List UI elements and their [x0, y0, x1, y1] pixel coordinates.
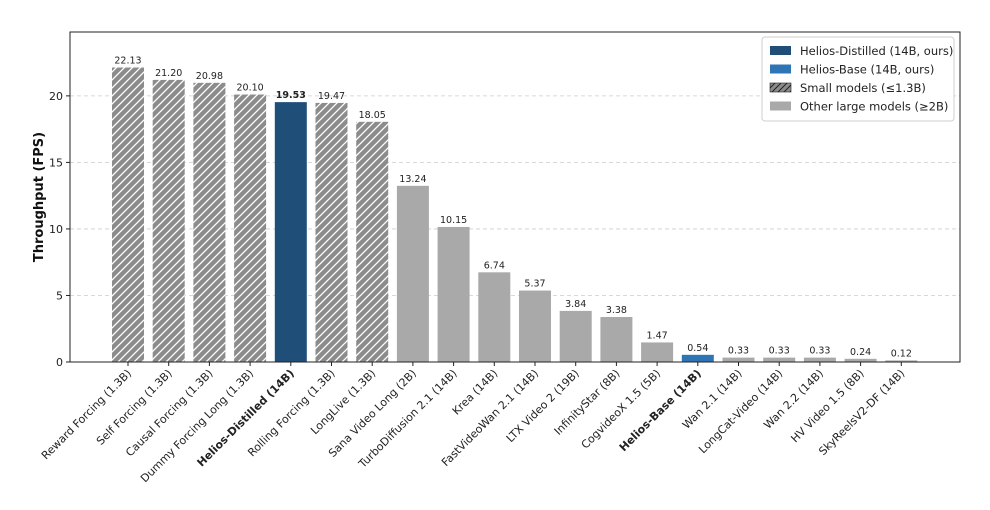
bar [274, 102, 307, 362]
legend: Helios-Distilled (14B, ours) Helios-Base … [761, 36, 955, 122]
bar-value-label: 0.54 [687, 343, 708, 354]
x-tick-label: HV Video 1.5 (8B) [788, 367, 866, 445]
y-tick-label: 0 [56, 356, 63, 369]
bar-value-label: 0.24 [850, 347, 871, 358]
bar-value-label: 0.33 [809, 346, 830, 357]
bar-value-label: 6.74 [484, 260, 505, 271]
y-axis-ticks: 0 5 10 15 20 [49, 90, 70, 369]
y-axis-title: Throughput (FPS) [32, 132, 47, 262]
bar-value-label: 5.37 [524, 279, 545, 290]
bar-value-label: 20.98 [196, 71, 223, 82]
bar-value-label: 22.13 [114, 56, 141, 67]
bar-value-label: 18.05 [359, 110, 386, 121]
x-tick-label: CogvideoX 1.5 (5B) [579, 367, 664, 452]
bar-value-label: 0.12 [891, 348, 912, 359]
legend-swatch [770, 101, 791, 111]
value-labels: 22.13 21.20 20.98 20.10 19.53 19.47 18.05 13.24… [114, 56, 911, 360]
y-tick-label: 5 [56, 289, 63, 302]
bar [722, 357, 755, 362]
bar [519, 290, 551, 362]
bar [437, 226, 470, 362]
bar [152, 79, 185, 362]
legend-swatch [770, 64, 791, 74]
bar-value-label: 0.33 [769, 346, 790, 357]
bar-value-label: 3.38 [606, 305, 627, 316]
bar [763, 357, 796, 362]
y-tick-label: 20 [49, 90, 63, 103]
legend-swatch [769, 82, 792, 93]
bars [112, 67, 918, 363]
bar-value-label: 10.15 [440, 215, 467, 226]
bar [600, 317, 633, 362]
bar [681, 354, 714, 362]
x-tick-label: Self Forcing (1.3B) [94, 367, 175, 448]
y-tick-label: 10 [49, 223, 63, 236]
x-axis-ticks: Reward Forcing (1.3B)Self Forcing (1.3B)… [39, 362, 907, 485]
bar-value-label: 3.84 [565, 299, 586, 310]
bar-value-label: 19.47 [318, 91, 345, 102]
legend-box [761, 36, 955, 122]
legend-entry-label: Other large models (≥2B) [800, 100, 948, 114]
bar-value-label: 20.10 [236, 83, 263, 94]
legend-entry-label: Small models (≤1.3B) [800, 81, 926, 95]
bar [193, 82, 226, 363]
bar-value-label: 1.47 [647, 330, 668, 341]
bar [234, 94, 267, 363]
bar [559, 310, 592, 362]
legend-swatch [770, 46, 791, 55]
bar-value-label: 21.20 [155, 68, 182, 79]
plot-frame [69, 31, 961, 363]
y-tick-label: 15 [49, 156, 63, 169]
bar [478, 272, 511, 362]
bar-value-label: 0.33 [728, 346, 749, 357]
legend-entry-label: Helios-Distilled (14B, ours) [800, 44, 953, 58]
bar [844, 358, 877, 362]
bar [396, 185, 429, 362]
bar [315, 102, 348, 362]
bar [803, 357, 836, 362]
bar-value-label: 13.24 [399, 174, 426, 185]
bar [885, 360, 918, 362]
bar [356, 121, 389, 363]
x-tick-label: LTX Video 2 (19B) [504, 367, 582, 445]
legend-entry-label: Helios-Base (14B, ours) [800, 63, 934, 77]
bar [112, 67, 144, 362]
bar-value-label: 19.53 [276, 90, 306, 101]
bar [641, 342, 674, 362]
